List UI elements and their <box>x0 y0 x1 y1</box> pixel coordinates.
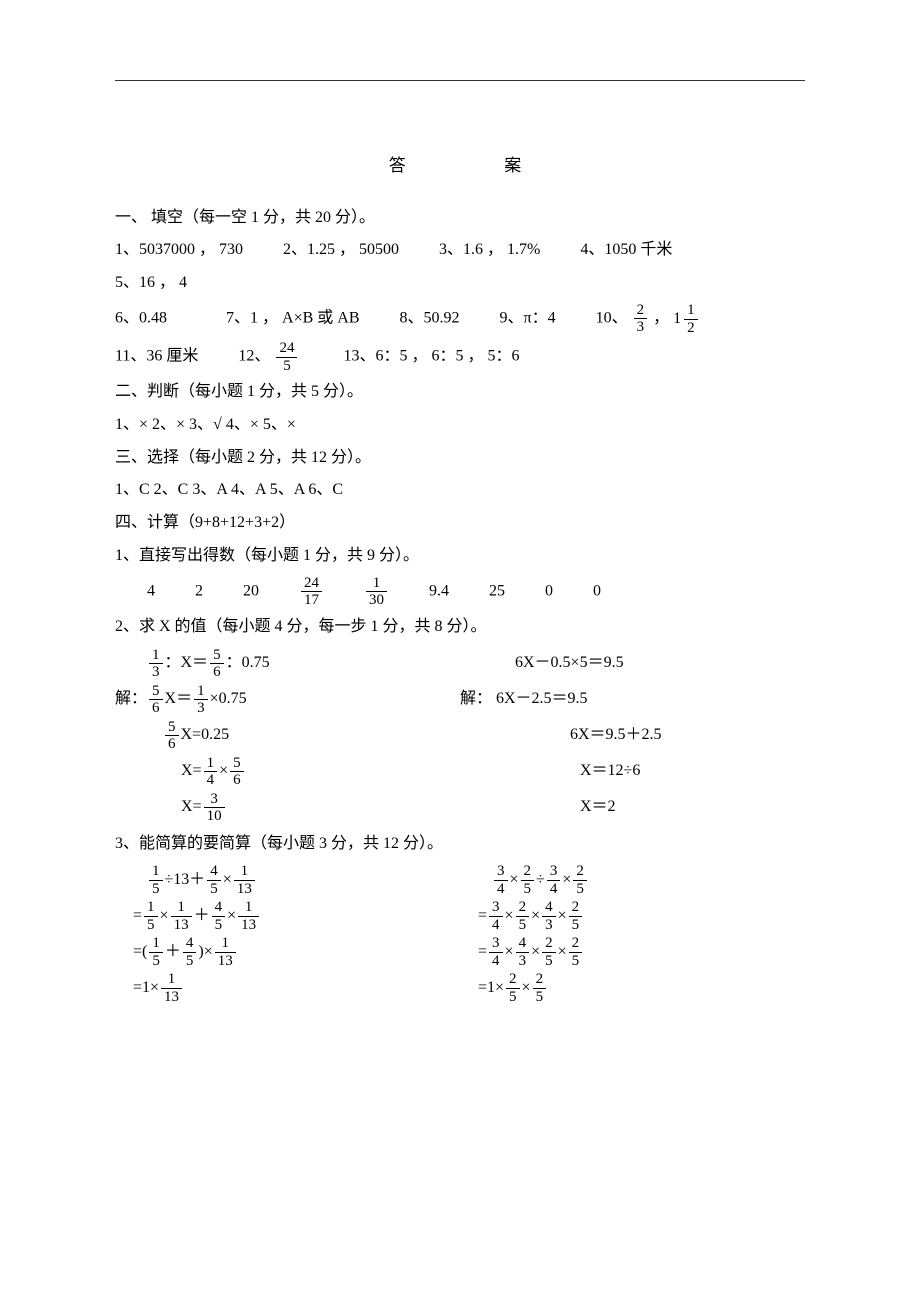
p3R-l1: 34 × 25 ÷ 34 × 25 <box>460 862 805 898</box>
s4-p1-row: 4 2 20 2417 130 9.4 25 0 0 <box>115 575 805 609</box>
p2R-l5: X＝2 <box>460 790 805 826</box>
page: 答 案 一、 填空（每一空 1 分，共 20 分）。 1、5037000 ， 7… <box>0 0 920 1302</box>
top-rule <box>115 80 805 81</box>
s3-row: 1、C 2、C 3、A 4、A 5、A 6、C <box>115 476 805 505</box>
s1-q8: 8、50.92 <box>400 310 460 327</box>
s1-q12a: 12、 <box>238 348 270 365</box>
v3: 20 <box>243 583 259 600</box>
p2L-l1: 13 ：X＝ 56 ：0.75 <box>115 646 460 682</box>
s1-q6: 6、0.48 <box>115 310 167 327</box>
p2R-l3: 6X＝9.5＋2.5 <box>460 718 805 754</box>
v1: 4 <box>147 583 155 600</box>
s2-row: 1、× 2、× 3、√ 4、× 5、× <box>115 411 805 440</box>
p3L-l3: =( 15 ＋ 45 )× 113 <box>115 934 460 970</box>
s1-q5: 5、16 ， 4 <box>115 274 187 291</box>
s1-q11: 11、36 厘米 <box>115 348 198 365</box>
frac-2-3: 23 <box>634 302 648 336</box>
s1-row1: 1、5037000 ， 730 2、1.25 ， 50500 3、1.6 ， 1… <box>115 236 805 265</box>
v2: 2 <box>195 583 203 600</box>
s1-q4: 4、1050 千米 <box>580 241 672 258</box>
p2R-l4: X＝12÷6 <box>460 754 805 790</box>
s1-q2: 2、1.25 ， 50500 <box>283 241 399 258</box>
p3L-l1: 15 ÷13＋ 45 × 113 <box>115 862 460 898</box>
s4-p3-right: 34 × 25 ÷ 34 × 25 = 34 × 25 × 43 × 25 = … <box>460 862 805 1006</box>
p3R-l3: = 34 × 43 × 25 × 25 <box>460 934 805 970</box>
p3R-l2: = 34 × 25 × 43 × 25 <box>460 898 805 934</box>
p3L-l2: = 15 × 113 ＋ 45 × 113 <box>115 898 460 934</box>
s1-row2: 5、16 ， 4 <box>115 269 805 298</box>
s4-p2-left: 13 ：X＝ 56 ：0.75 解： 56 X＝ 13 ×0.75 56 X=0… <box>115 646 460 826</box>
s1-row3: 6、0.48 7、1 ， A×B 或 AB 8、50.92 9、π：4 10、 … <box>115 302 805 336</box>
s1-q9: 9、π：4 <box>500 310 556 327</box>
p2L-l2: 解： 56 X＝ 13 ×0.75 <box>115 682 460 718</box>
frac-1-30: 130 <box>366 575 387 609</box>
title-a: 答 <box>389 156 416 175</box>
p2R-l2: 解： 6X－2.5＝9.5 <box>460 682 805 718</box>
s4-p2-heading: 2、求 X 的值（每小题 4 分，每一步 1 分，共 8 分）。 <box>115 613 805 642</box>
s1-q10a: 10、 <box>596 310 628 327</box>
s1-q1: 1、5037000 ， 730 <box>115 241 243 258</box>
section-2-heading: 二、判断（每小题 1 分，共 5 分）。 <box>115 378 805 407</box>
section-4-heading: 四、计算（9+8+12+3+2） <box>115 509 805 538</box>
s4-p2-right: 6X－0.5×5＝9.5 解： 6X－2.5＝9.5 6X＝9.5＋2.5 X＝… <box>460 646 805 826</box>
p2L-l5: X= 310 <box>115 790 460 826</box>
s1-row4: 11、36 厘米 12、 245 13、6：5 ， 6：5 ， 5：6 <box>115 340 805 374</box>
v4: 9.4 <box>429 583 449 600</box>
mixed-1-1-2: 1 12 <box>673 302 700 336</box>
title-b: 案 <box>504 156 531 175</box>
section-3-heading: 三、选择（每小题 2 分，共 12 分）。 <box>115 444 805 473</box>
p3R-l4: =1× 25 × 25 <box>460 970 805 1006</box>
section-1-heading: 一、 填空（每一空 1 分，共 20 分）。 <box>115 204 805 233</box>
frac-24-5: 245 <box>276 340 297 374</box>
p2R-l1: 6X－0.5×5＝9.5 <box>460 646 805 682</box>
s4-p2-cols: 13 ：X＝ 56 ：0.75 解： 56 X＝ 13 ×0.75 56 X=0… <box>115 646 805 826</box>
s4-p3-left: 15 ÷13＋ 45 × 113 = 15 × 113 ＋ 45 × 113 =… <box>115 862 460 1006</box>
s1-q3: 3、1.6 ， 1.7% <box>439 241 540 258</box>
s4-p3-cols: 15 ÷13＋ 45 × 113 = 15 × 113 ＋ 45 × 113 =… <box>115 862 805 1006</box>
v6: 0 <box>545 583 553 600</box>
s1-q7b: A×B 或 AB <box>282 310 359 327</box>
s4-p3-heading: 3、能简算的要简算（每小题 3 分，共 12 分）。 <box>115 830 805 859</box>
v7: 0 <box>593 583 601 600</box>
p2L-l4: X= 14 × 56 <box>115 754 460 790</box>
v5: 25 <box>489 583 505 600</box>
s1-q10-comma: ， <box>653 310 673 327</box>
s1-q7a: 7、1 ， <box>226 310 278 327</box>
page-title: 答 案 <box>115 151 805 182</box>
frac-24-17: 2417 <box>301 575 322 609</box>
p2L-l3: 56 X=0.25 <box>115 718 460 754</box>
s4-p1-heading: 1、直接写出得数（每小题 1 分，共 9 分）。 <box>115 542 805 571</box>
p3L-l4: =1× 113 <box>115 970 460 1006</box>
s1-q13: 13、6：5 ， 6：5 ， 5：6 <box>343 348 519 365</box>
